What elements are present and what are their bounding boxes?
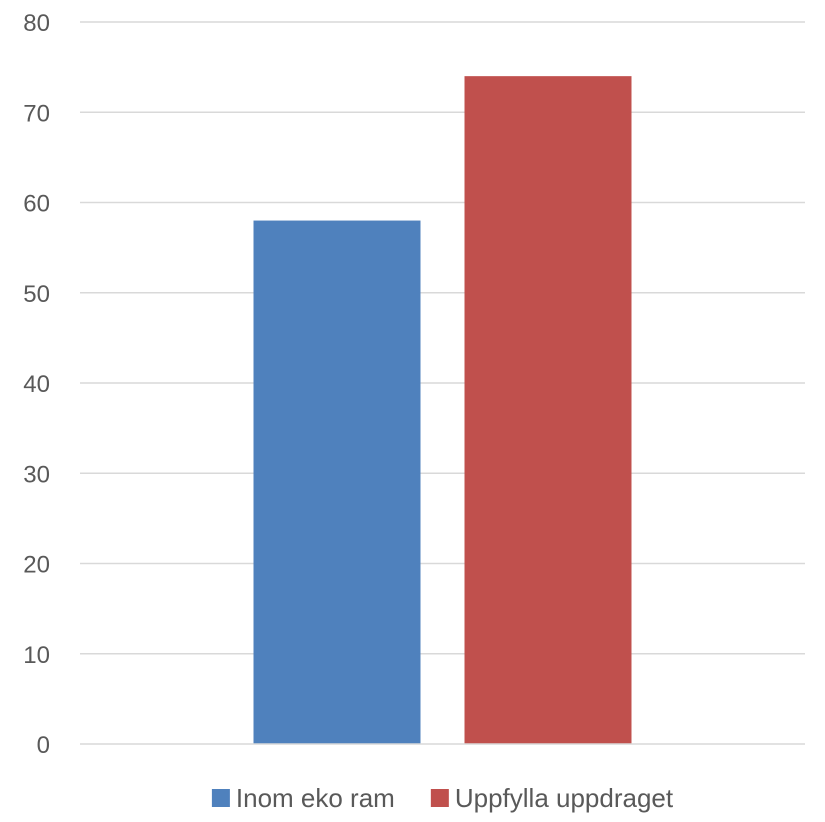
y-tick-label: 60 xyxy=(23,191,50,218)
bar-uppfylla-uppdraget xyxy=(464,76,632,744)
legend: Inom eko ram Uppfylla uppdraget xyxy=(211,783,674,813)
y-tick-label: 0 xyxy=(37,732,50,759)
legend-swatch xyxy=(211,789,230,807)
y-tick-label: 40 xyxy=(23,371,50,398)
y-tick-label: 70 xyxy=(23,100,50,127)
y-tick-label: 30 xyxy=(23,461,50,488)
bar-inom-eko-ram xyxy=(253,220,421,745)
y-tick-label: 20 xyxy=(23,552,50,579)
y-axis-ticks: 0 10 20 30 40 50 60 70 80 xyxy=(23,10,50,759)
gridlines xyxy=(80,21,805,655)
y-tick-label: 10 xyxy=(23,642,50,669)
legend-swatch xyxy=(430,789,449,807)
legend-label: Uppfylla uppdraget xyxy=(455,783,674,813)
legend-label: Inom eko ram xyxy=(236,783,395,813)
y-tick-label: 80 xyxy=(23,10,50,37)
bars xyxy=(253,76,632,745)
y-tick-label: 50 xyxy=(23,281,50,308)
